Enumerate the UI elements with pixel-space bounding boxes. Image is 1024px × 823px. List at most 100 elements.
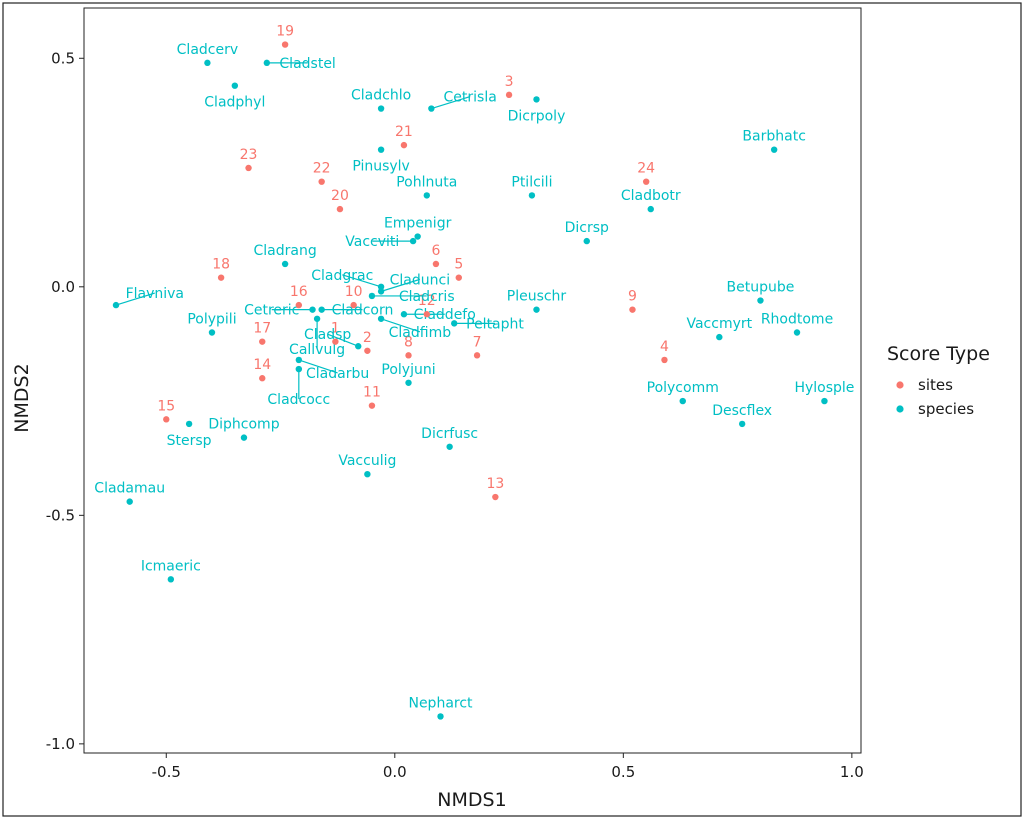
point-species-cladcris (368, 292, 376, 300)
point-label-sites-17: 17 (253, 321, 271, 337)
point-label-species-cetrisla: Cetrisla (444, 90, 497, 106)
point-label-sites-16: 16 (290, 284, 308, 300)
point-sites-12 (423, 311, 430, 318)
point-label-species-vaccviti: Vaccviti (345, 234, 399, 250)
point-sites-9 (629, 306, 636, 313)
point-label-species-stersp: Stersp (167, 433, 212, 449)
point-species-dicrsp (583, 237, 590, 245)
point-label-species-polycomm: Polycomm (647, 380, 719, 396)
point-sites-5 (455, 274, 462, 281)
point-species-claddefo (400, 311, 408, 318)
point-label-sites-15: 15 (157, 398, 175, 414)
point-label-sites-14: 14 (253, 357, 271, 373)
point-species-nepharct (437, 713, 444, 720)
point-species-polycomm (679, 397, 686, 405)
point-species-vaccviti (409, 237, 417, 245)
point-label-sites-7: 7 (473, 334, 482, 350)
point-sites-24 (642, 178, 650, 185)
point-sites-20 (336, 205, 344, 213)
leader-line-species-cladfimb (380, 318, 421, 333)
point-species-descflex (738, 420, 746, 428)
point-label-sites-24: 24 (637, 161, 655, 177)
point-species-cetrisla (428, 105, 435, 112)
point-label-species-callvulg: Callvulg (289, 342, 345, 358)
point-sites-21 (400, 141, 408, 149)
point-label-sites-21: 21 (395, 124, 413, 140)
point-species-cladphyl (231, 82, 239, 89)
point-label-sites-5: 5 (454, 257, 463, 273)
point-label-species-cladsp: Cladsp (304, 327, 351, 343)
point-label-sites-2: 2 (363, 330, 372, 346)
point-sites-14 (259, 375, 266, 382)
leader-line-species-cladunci (380, 278, 421, 292)
legend-label-species: species (918, 400, 974, 418)
point-species-rhodtome (793, 329, 801, 336)
point-species-barbhatc (770, 146, 778, 153)
point-label-species-cladrang: Cladrang (253, 243, 316, 259)
point-label-species-flavniva: Flavniva (126, 286, 184, 302)
point-label-species-diphcomp: Diphcomp (208, 417, 279, 433)
plot-panel (83, 7, 862, 754)
x-tick-label-1: 0.0 (383, 763, 407, 781)
y-axis-title: NMDS2 (11, 363, 33, 432)
point-species-cladchlo (377, 105, 385, 112)
point-label-sites-1: 1 (331, 321, 340, 337)
point-species-cladsp (355, 343, 362, 350)
point-sites-23 (245, 164, 252, 172)
point-sites-7 (473, 352, 481, 359)
point-species-cladarbu (295, 356, 303, 364)
legend-label-sites: sites (918, 376, 953, 394)
point-species-cladcocc (295, 365, 303, 373)
point-species-polypili (208, 329, 216, 336)
legend-marker-sites (896, 381, 904, 389)
point-species-polyjuni (405, 379, 412, 386)
point-species-pleuschr (533, 306, 540, 313)
point-species-cladstel (263, 59, 271, 67)
point-species-pinusylv (377, 146, 385, 153)
point-label-species-cetreric: Cetreric (244, 303, 299, 319)
point-label-sites-20: 20 (331, 188, 349, 204)
legend: Score Type sites species (887, 343, 990, 418)
point-sites-2 (364, 347, 371, 354)
point-label-sites-10: 10 (345, 284, 363, 300)
point-species-betupube (757, 297, 764, 304)
point-species-dicrpoly (533, 96, 540, 103)
point-label-sites-22: 22 (313, 161, 331, 177)
point-label-species-cladcorn: Cladcorn (332, 303, 394, 319)
point-species-cetreric (309, 306, 316, 313)
point-label-species-cladamau: Cladamau (94, 481, 165, 497)
point-label-sites-3: 3 (505, 74, 514, 90)
leader-line-species-flavniva (115, 292, 155, 306)
point-label-species-pinusylv: Pinusylv (352, 159, 410, 175)
point-species-cladfimb (377, 315, 385, 322)
point-label-sites-12: 12 (418, 293, 436, 309)
point-sites-13 (492, 493, 499, 501)
point-sites-1 (332, 338, 339, 345)
point-label-sites-23: 23 (240, 147, 258, 163)
point-label-species-vacculig: Vacculig (338, 453, 396, 469)
y-tick-label-2: -0.5 (46, 506, 75, 524)
x-tick-label-0: -0.5 (152, 763, 181, 781)
point-sites-11 (368, 402, 376, 409)
point-label-sites-19: 19 (276, 24, 294, 40)
point-species-hylosple (821, 397, 828, 405)
legend-marker-species (896, 405, 904, 413)
point-label-species-cladfimb: Cladfimb (389, 325, 452, 341)
point-sites-18 (217, 274, 225, 281)
point-label-species-cladunci: Cladunci (390, 272, 450, 288)
point-label-species-hylosple: Hylosple (794, 380, 854, 396)
point-sites-22 (318, 178, 325, 185)
point-label-species-barbhatc: Barbhatc (742, 129, 805, 145)
x-tick-label-3: 1.0 (840, 763, 864, 781)
point-species-pohlnuta (423, 192, 430, 199)
point-species-peltapht (451, 320, 458, 327)
y-tick-label-1: 0.0 (51, 278, 75, 296)
point-sites-17 (259, 338, 266, 345)
point-label-species-pohlnuta: Pohlnuta (396, 174, 457, 190)
label-layer: 123456789101112131415161718192021222324C… (94, 24, 854, 712)
point-sites-16 (295, 301, 303, 309)
point-label-species-cladbotr: Cladbotr (621, 188, 681, 204)
leader-line-species-cladgrac (342, 274, 382, 288)
leader-line-species-cladsp (327, 333, 359, 347)
